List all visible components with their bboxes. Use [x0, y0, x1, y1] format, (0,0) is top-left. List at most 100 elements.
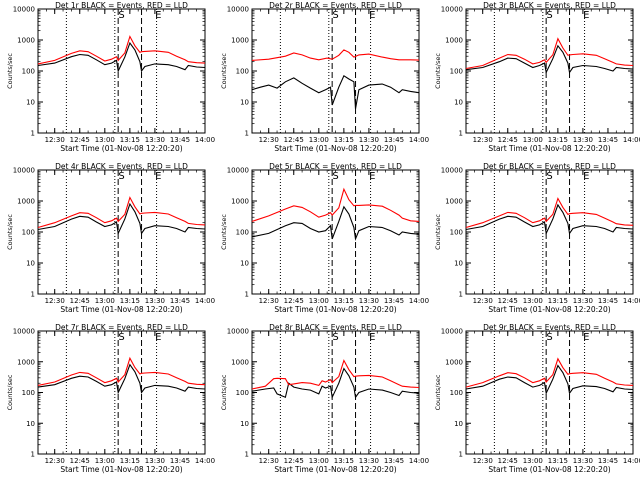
y-tick-label: 1000: [17, 198, 35, 206]
x-tick-label: 12:30: [259, 457, 279, 465]
marker-s: S: [332, 10, 338, 21]
chart-title: Det 8r BLACK = Events, RED = LLD: [269, 323, 402, 332]
x-tick-label: 13:45: [170, 457, 190, 465]
chart-panel-2: Det 2r BLACK = Events, RED = LLD Counts/s…: [220, 1, 429, 153]
x-tick-label: 12:45: [70, 457, 90, 465]
chart-panel-1: Det 1r BLACK = Events, RED = LLD Counts/s…: [6, 1, 215, 153]
marker-e: E: [583, 10, 589, 21]
x-tick-label: 12:30: [259, 136, 279, 144]
x-tick-label: 12:30: [473, 297, 493, 305]
x-tick-label: 13:00: [523, 297, 543, 305]
y-tick-label: 10: [26, 420, 35, 428]
y-axis-label: Counts/sec: [6, 214, 14, 250]
y-tick-label: 100: [236, 389, 249, 397]
y-tick-label: 1000: [231, 37, 249, 45]
plot-frame: [251, 8, 420, 134]
y-tick-label: 1000: [445, 198, 463, 206]
y-tick-label: 100: [450, 389, 463, 397]
plot-frame: [465, 169, 634, 295]
marker-s: S: [118, 171, 124, 182]
x-tick-label: 13:30: [573, 297, 593, 305]
x-tick-label: 12:30: [45, 297, 65, 305]
y-axis-label: Counts/sec: [434, 374, 442, 410]
x-tick-label: 14:00: [623, 457, 640, 465]
x-tick-label: 13:30: [359, 136, 379, 144]
y-axis-label: Counts/sec: [220, 53, 228, 89]
series-lld-line: [465, 197, 634, 229]
x-tick-label: 12:30: [473, 457, 493, 465]
y-tick-label: 10000: [227, 167, 249, 175]
marker-e: E: [155, 10, 161, 21]
x-tick-label: 13:30: [145, 297, 165, 305]
y-tick-label: 10: [240, 260, 249, 268]
x-tick-label: 13:45: [170, 136, 190, 144]
x-axis-label: Start Time (01-Nov-08 12:20:20): [488, 305, 610, 314]
y-axis-label: Counts/sec: [6, 53, 14, 89]
y-axis-label: Counts/sec: [220, 374, 228, 410]
y-tick-label: 10: [26, 99, 35, 107]
x-axis-label: Start Time (01-Nov-08 12:20:20): [60, 144, 182, 153]
x-axis-label: Start Time (01-Nov-08 12:20:20): [488, 144, 610, 153]
marker-s: S: [118, 10, 124, 21]
x-axis-label: Start Time (01-Nov-08 12:20:20): [60, 305, 182, 314]
plot-frame: [465, 8, 634, 134]
series-lld-line: [37, 356, 206, 386]
x-tick-label: 13:45: [384, 457, 404, 465]
y-axis-label: Counts/sec: [6, 374, 14, 410]
marker-e: E: [155, 332, 161, 343]
x-tick-label: 13:45: [170, 297, 190, 305]
y-tick-label: 10000: [441, 167, 463, 175]
x-tick-label: 14:00: [409, 297, 429, 305]
marker-e: E: [155, 171, 161, 182]
x-tick-label: 14:00: [195, 297, 215, 305]
chart-title: Det 9r BLACK = Events, RED = LLD: [483, 323, 616, 332]
x-tick-label: 12:45: [284, 297, 304, 305]
marker-s: S: [546, 332, 552, 343]
x-tick-label: 14:00: [409, 457, 429, 465]
y-tick-label: 100: [22, 229, 35, 237]
series-events-line: [37, 363, 206, 395]
y-tick-label: 100: [450, 68, 463, 76]
y-tick-label: 10000: [13, 6, 35, 14]
y-tick-label: 1: [31, 451, 35, 459]
x-tick-label: 13:45: [598, 457, 618, 465]
y-tick-label: 1: [245, 130, 249, 138]
x-axis-label: Start Time (01-Nov-08 12:20:20): [274, 305, 396, 314]
y-tick-label: 10: [240, 99, 249, 107]
x-tick-label: 13:30: [359, 297, 379, 305]
y-tick-label: 1: [459, 451, 463, 459]
x-tick-label: 13:00: [309, 297, 329, 305]
y-tick-label: 10000: [441, 328, 463, 336]
y-tick-label: 10: [26, 260, 35, 268]
y-tick-label: 10000: [13, 328, 35, 336]
marker-e: E: [583, 171, 589, 182]
x-tick-label: 13:00: [95, 297, 115, 305]
y-tick-label: 10000: [227, 328, 249, 336]
series-events-line: [37, 202, 206, 236]
series-events-line: [37, 41, 206, 73]
x-tick-label: 13:00: [309, 136, 329, 144]
x-tick-label: 13:15: [120, 457, 140, 465]
x-tick-label: 13:15: [334, 297, 354, 305]
x-axis-label: Start Time (01-Nov-08 12:20:20): [488, 465, 610, 474]
series-events-line: [251, 205, 420, 241]
chart-title: Det 1r BLACK = Events, RED = LLD: [55, 1, 188, 10]
x-tick-label: 12:45: [284, 136, 304, 144]
chart-panel-7: Det 7r BLACK = Events, RED = LLD Counts/s…: [6, 323, 215, 474]
x-tick-label: 12:45: [498, 457, 518, 465]
y-tick-label: 1: [31, 291, 35, 299]
x-tick-label: 13:15: [334, 136, 354, 144]
x-tick-label: 13:00: [523, 457, 543, 465]
y-axis-label: Counts/sec: [434, 214, 442, 250]
series-events-line: [465, 364, 634, 396]
y-tick-label: 10000: [227, 6, 249, 14]
chart-panel-3: Det 3r BLACK = Events, RED = LLD Counts/s…: [434, 1, 640, 153]
y-tick-label: 10: [240, 420, 249, 428]
x-tick-label: 13:30: [573, 136, 593, 144]
y-tick-label: 100: [450, 229, 463, 237]
x-tick-label: 12:45: [70, 297, 90, 305]
series-lld-line: [251, 49, 420, 61]
x-tick-label: 12:30: [473, 136, 493, 144]
x-tick-label: 14:00: [623, 297, 640, 305]
chart-title: Det 3r BLACK = Events, RED = LLD: [483, 1, 616, 10]
